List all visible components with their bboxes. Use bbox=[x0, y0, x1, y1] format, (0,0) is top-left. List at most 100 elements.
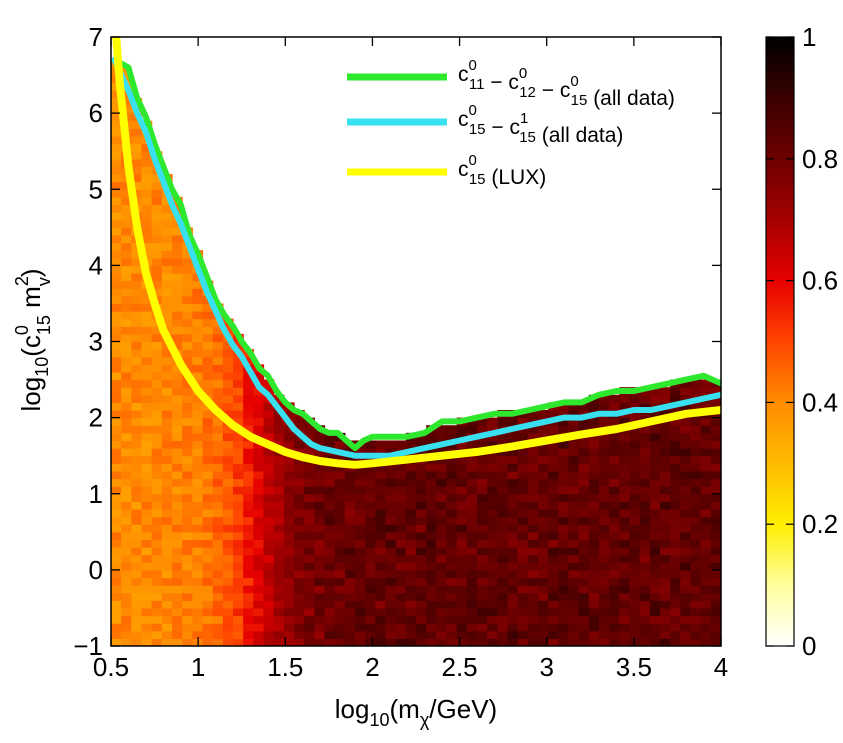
heatmap-cell bbox=[151, 265, 163, 274]
heatmap-cell bbox=[487, 516, 498, 525]
heatmap-cell bbox=[619, 448, 631, 457]
heatmap-cell bbox=[141, 524, 153, 533]
heatmap-cell bbox=[304, 630, 315, 639]
heatmap-cell bbox=[182, 341, 193, 350]
heatmap-cell bbox=[670, 486, 681, 495]
heatmap-cell bbox=[243, 607, 254, 617]
heatmap-cell bbox=[619, 562, 631, 571]
heatmap-cell bbox=[375, 600, 387, 609]
heatmap-cell bbox=[710, 547, 721, 556]
heatmap-cell bbox=[599, 402, 610, 411]
heatmap-cell bbox=[222, 585, 234, 594]
heatmap-cell bbox=[670, 585, 681, 594]
heatmap-cell bbox=[243, 577, 254, 586]
heatmap-cell bbox=[426, 524, 437, 533]
heatmap-cell bbox=[395, 493, 407, 502]
heatmap-cell bbox=[151, 554, 163, 563]
heatmap-cell bbox=[477, 569, 488, 579]
heatmap-cell bbox=[202, 463, 214, 472]
heatmap-cell bbox=[639, 562, 651, 571]
heatmap-cell bbox=[558, 470, 570, 480]
heatmap-cell bbox=[649, 486, 661, 495]
heatmap-cell bbox=[344, 623, 356, 632]
heatmap-cell bbox=[172, 607, 183, 617]
heatmap-cell bbox=[517, 615, 529, 624]
heatmap-cell bbox=[690, 539, 702, 548]
heatmap-cell bbox=[680, 592, 692, 601]
heatmap-cell bbox=[538, 623, 549, 632]
heatmap-cell bbox=[619, 607, 631, 617]
heatmap-cell bbox=[710, 539, 721, 548]
heatmap-cell bbox=[141, 189, 153, 198]
heatmap-cell bbox=[609, 402, 620, 411]
heatmap-cell bbox=[649, 493, 661, 502]
heatmap-cell bbox=[690, 379, 702, 388]
heatmap-cell bbox=[131, 501, 143, 510]
heatmap-cell bbox=[172, 562, 183, 571]
heatmap-cell bbox=[416, 524, 427, 533]
heatmap-cell bbox=[639, 425, 651, 434]
heatmap-cell bbox=[629, 607, 641, 617]
heatmap-cell bbox=[670, 607, 681, 617]
heatmap-cell bbox=[507, 638, 519, 646]
heatmap-cell bbox=[192, 501, 204, 510]
heatmap-cell bbox=[497, 516, 509, 525]
heatmap-cell bbox=[700, 387, 712, 396]
series-line-3 bbox=[112, 37, 721, 469]
y-tick-label: −1 bbox=[73, 631, 103, 661]
heatmap-cell bbox=[192, 455, 204, 464]
heatmap-cell bbox=[202, 341, 214, 350]
heatmap-cell bbox=[111, 394, 122, 403]
heatmap-cell bbox=[578, 577, 590, 586]
heatmap-cell bbox=[141, 174, 153, 183]
heatmap-cell bbox=[172, 623, 183, 632]
heatmap-cell bbox=[263, 402, 275, 411]
heatmap-cell bbox=[639, 638, 651, 646]
heatmap-cell bbox=[466, 470, 478, 480]
heatmap-cell bbox=[477, 623, 488, 632]
heatmap-cell bbox=[182, 387, 193, 396]
heatmap-cell bbox=[314, 501, 326, 510]
heatmap-cell bbox=[619, 592, 631, 601]
heatmap-cell bbox=[538, 516, 549, 525]
heatmap-cell bbox=[151, 539, 163, 548]
heatmap-cell bbox=[558, 592, 570, 601]
heatmap-cell bbox=[172, 234, 183, 244]
heatmap-cell bbox=[548, 508, 559, 518]
heatmap-cell bbox=[680, 394, 692, 403]
heatmap-cell bbox=[202, 470, 214, 480]
heatmap-cell bbox=[151, 212, 163, 221]
heatmap-cell bbox=[182, 356, 193, 365]
heatmap-cell bbox=[527, 585, 539, 594]
heatmap-cell bbox=[131, 295, 143, 305]
heatmap-cell bbox=[629, 562, 641, 571]
heatmap-cell bbox=[436, 585, 448, 594]
heatmap-cell bbox=[375, 547, 387, 556]
heatmap-cell bbox=[639, 486, 651, 495]
heatmap-cell bbox=[273, 592, 285, 601]
heatmap-cell bbox=[446, 607, 458, 617]
heatmap-cell bbox=[283, 539, 295, 548]
heatmap-cell bbox=[375, 463, 387, 472]
heatmap-cell bbox=[121, 250, 132, 259]
heatmap-cell bbox=[497, 569, 509, 579]
heatmap-cell bbox=[446, 547, 458, 556]
heatmap-cell bbox=[253, 569, 265, 579]
heatmap-cell bbox=[629, 638, 641, 646]
heatmap-cell bbox=[355, 585, 366, 594]
heatmap-cell bbox=[700, 592, 712, 601]
heatmap-cell bbox=[568, 516, 580, 525]
heatmap-cell bbox=[649, 463, 661, 472]
heatmap-cell bbox=[629, 448, 641, 457]
heatmap-cell bbox=[233, 387, 244, 396]
heatmap-cell bbox=[324, 630, 336, 639]
heatmap-cell bbox=[334, 615, 346, 624]
heatmap-cell bbox=[273, 585, 285, 594]
heatmap-cell bbox=[202, 607, 214, 617]
heatmap-cell bbox=[121, 516, 132, 525]
heatmap-cell bbox=[497, 562, 509, 571]
heatmap-cell bbox=[141, 311, 153, 320]
heatmap-cell bbox=[395, 440, 407, 449]
heatmap-cell bbox=[487, 569, 498, 579]
heatmap-cell bbox=[172, 318, 183, 327]
